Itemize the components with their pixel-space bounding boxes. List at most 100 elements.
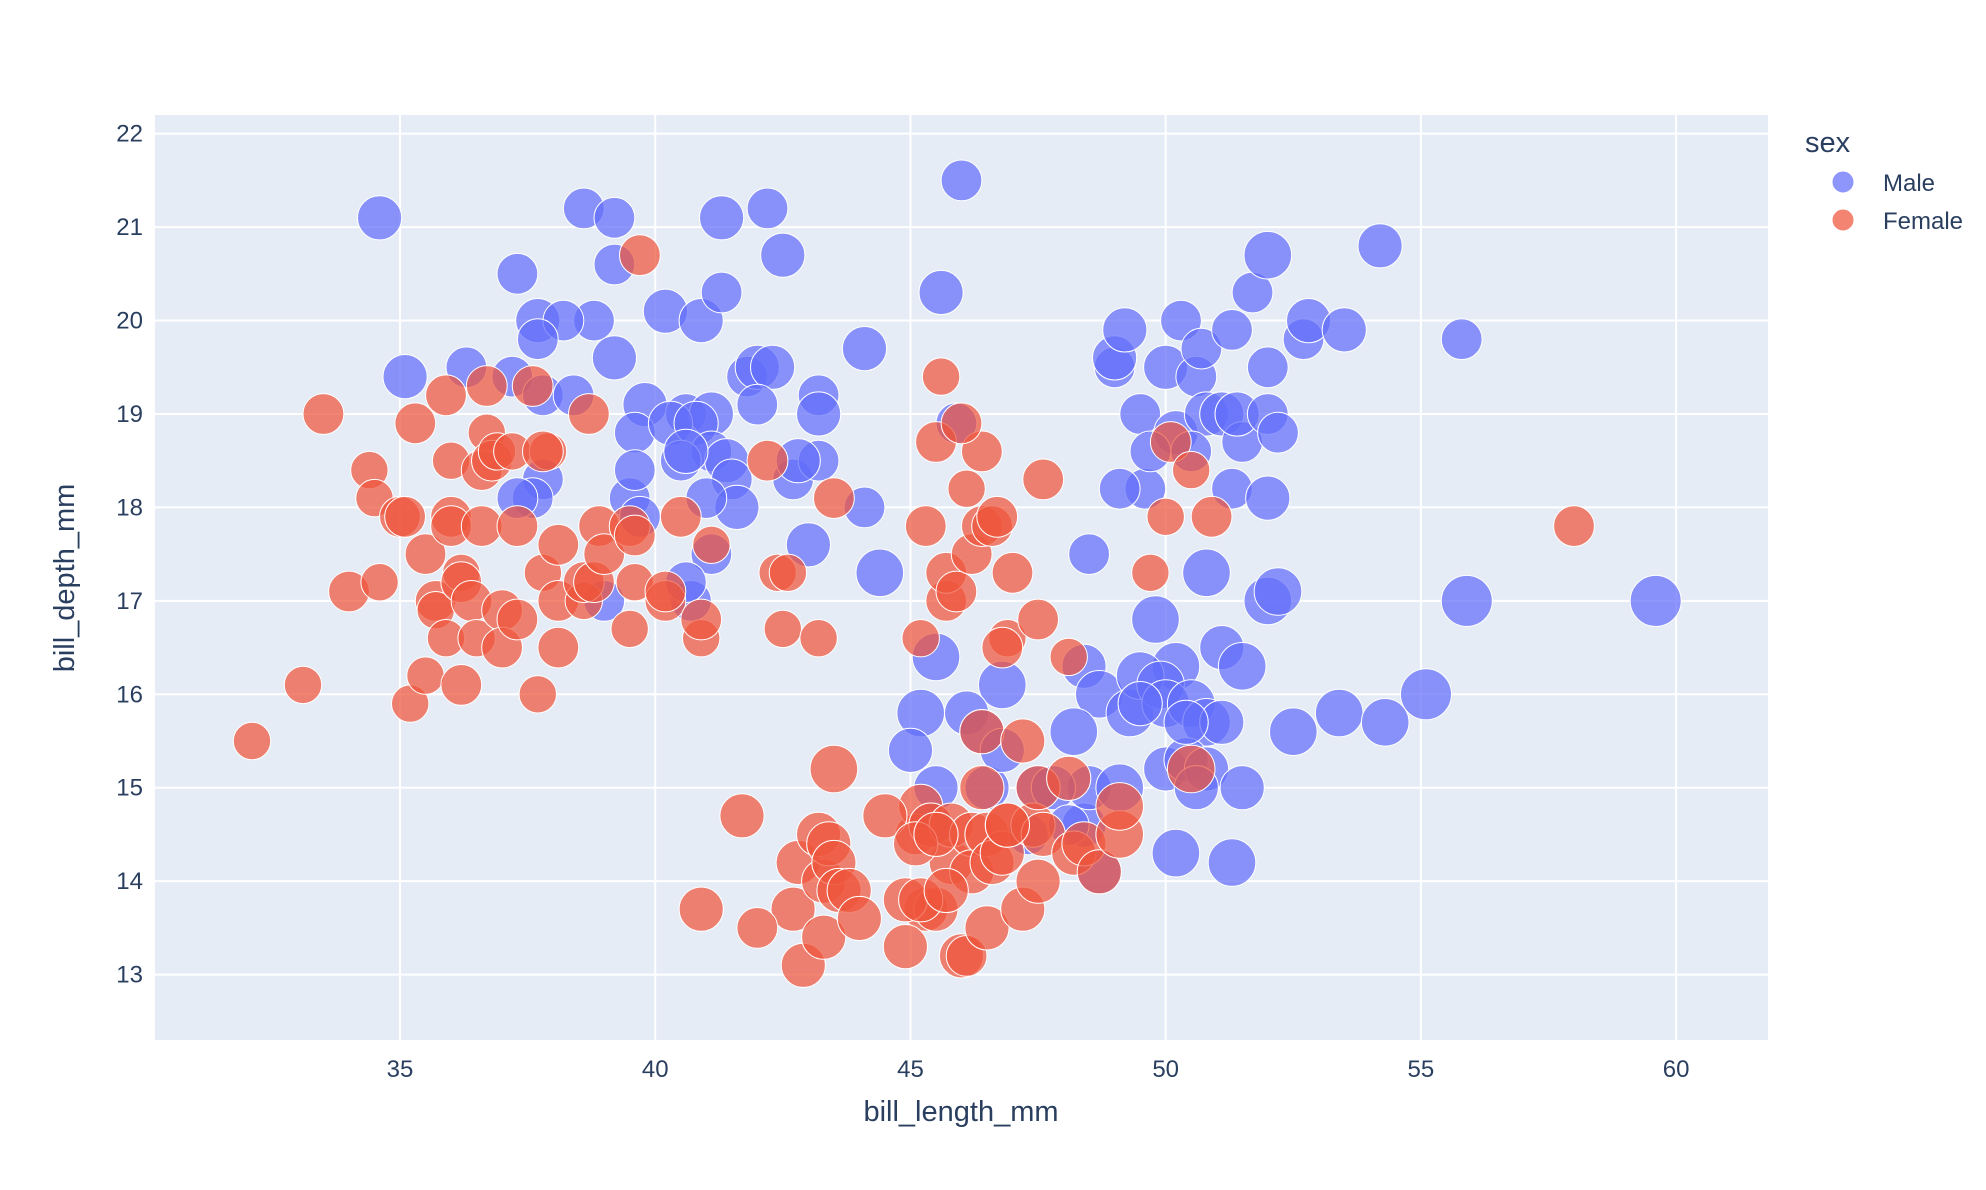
data-point [746,439,789,482]
data-point [768,553,808,592]
data-point [1360,698,1410,747]
data-point [763,609,802,649]
data-point [904,505,947,547]
series-female [232,234,1595,988]
data-point [976,495,1019,538]
data-point [593,196,636,239]
data-point [613,449,656,492]
data-point [901,619,940,658]
data-point [1046,755,1092,802]
data-point [518,675,557,714]
data-point [940,402,983,445]
data-point [496,252,539,295]
data-point [700,271,743,314]
data-point [1068,533,1110,575]
y-tick-label: 14 [116,868,143,895]
data-point [1172,450,1211,490]
data-point [1076,849,1122,895]
data-point [1269,707,1318,757]
x-tick-label: 50 [1152,1056,1179,1083]
data-point [862,793,908,839]
data-point [1146,497,1185,536]
data-point [1049,637,1088,677]
data-point [736,383,779,426]
data-point [801,914,847,960]
data-point [1166,744,1216,794]
data-point [610,609,649,649]
y-tick-label: 19 [116,401,143,428]
data-point [887,727,934,774]
data-point [522,430,564,473]
legend-marker-male [1831,170,1855,194]
data-point [680,598,723,641]
data-point [841,326,888,372]
data-point [357,195,403,241]
data-point [913,811,959,858]
y-tick-labels: 13 14 15 16 17 18 19 20 21 22 [116,121,143,989]
data-point [404,533,447,575]
data-point [923,867,969,914]
legend: sex Male Female [1805,127,1963,235]
data-point [511,365,554,407]
data-point [719,793,765,839]
data-point [991,551,1034,594]
data-point [1117,681,1163,727]
data-point [882,924,929,970]
data-point [644,570,687,613]
data-point [1257,411,1299,454]
legend-label-female: Female [1883,208,1963,235]
data-point [406,656,445,695]
y-tick-label: 13 [116,962,143,989]
data-point [1098,467,1141,510]
data-point [1245,475,1291,521]
data-point [384,495,427,538]
data-point [678,886,724,932]
y-tick-label: 22 [116,121,143,148]
data-point [382,354,428,400]
data-point [1314,688,1364,738]
data-point [1095,782,1144,831]
data-point [959,765,1005,811]
legend-label-male: Male [1883,170,1935,197]
data-point [809,744,859,794]
data-point [799,619,838,658]
data-point [813,477,855,520]
data-point [981,626,1024,669]
data-point [940,159,983,202]
data-point [1022,458,1065,501]
data-point [692,525,731,564]
data-point [1243,230,1293,280]
data-point [1211,309,1253,351]
data-point [947,469,986,508]
data-point [591,335,638,381]
data-point [1131,595,1180,644]
data-point [1182,548,1231,598]
data-point [394,402,437,445]
x-tick-label: 35 [387,1056,414,1083]
legend-items: Male Female [1831,170,1963,235]
data-point [440,664,483,706]
data-point [619,234,661,277]
legend-marker-female [1831,208,1855,232]
data-point [496,598,539,641]
x-tick-label: 40 [642,1056,669,1083]
data-point [1015,858,1061,904]
data-point [918,269,964,316]
data-point [1440,318,1483,361]
data-point [1151,828,1201,878]
y-tick-label: 16 [116,681,143,708]
data-point [746,187,789,230]
data-point [1400,668,1452,721]
data-point [360,563,399,602]
data-points [232,159,1682,988]
data-point [760,232,806,278]
data-point [855,548,905,598]
data-point [959,709,1005,755]
data-point [1629,574,1682,627]
data-point [750,344,796,390]
data-point [1219,765,1265,811]
data-point [516,318,559,361]
data-point [659,495,702,538]
y-tick-label: 15 [116,775,143,802]
y-tick-label: 21 [116,214,143,241]
